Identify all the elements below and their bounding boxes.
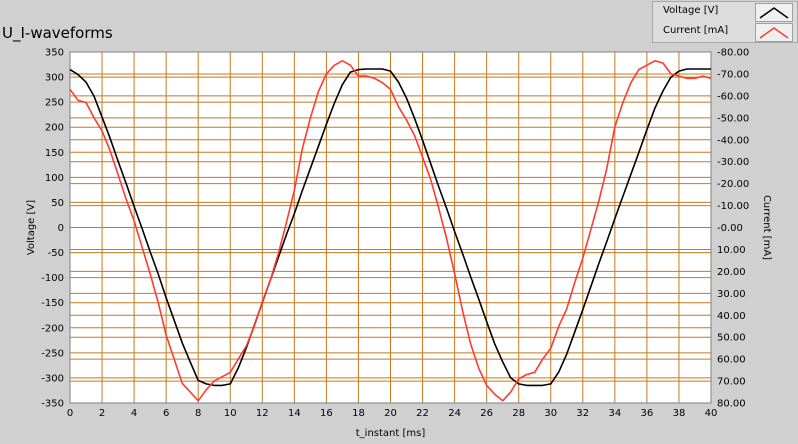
y-tick-label-right: 10.00 — [717, 245, 746, 256]
y-tick-label-right: 20.00 — [717, 267, 746, 278]
y-tick-label-right: -80.00 — [717, 48, 749, 59]
y-tick-label-left: 100 — [45, 173, 64, 184]
y-tick-label-right: 70.00 — [717, 377, 746, 388]
x-tick-label: 38 — [673, 408, 686, 419]
legend-swatch-voltage[interactable] — [755, 3, 793, 22]
y-tick-label-left: 250 — [45, 98, 64, 109]
x-tick-label: 34 — [608, 408, 621, 419]
x-tick-label: 28 — [512, 408, 525, 419]
y-tick-label-right: 60.00 — [717, 355, 746, 366]
x-tick-label: 20 — [384, 408, 397, 419]
y-tick-label-left: 0 — [58, 223, 64, 234]
y-tick-label-left: -100 — [41, 273, 64, 284]
y-tick-label-right: 40.00 — [717, 311, 746, 322]
y-tick-label-right: 50.00 — [717, 333, 746, 344]
x-tick-label: 26 — [480, 408, 493, 419]
y-tick-label-right: -0.00 — [717, 223, 743, 234]
y-tick-label-left: -150 — [41, 298, 64, 309]
legend-swatch-current[interactable] — [755, 23, 793, 42]
legend-item-voltage[interactable]: Voltage [V] — [653, 2, 797, 22]
x-tick-label: 4 — [131, 408, 137, 419]
y-tick-label-left: 150 — [45, 148, 64, 159]
y-tick-label-left: -350 — [41, 399, 64, 410]
y-tick-label-right: -50.00 — [717, 113, 749, 124]
legend-label-voltage: Voltage [V] — [663, 5, 719, 16]
y-tick-label-left: 200 — [45, 123, 64, 134]
chart-title: U_I-waveforms — [2, 24, 113, 42]
y-tick-label-right: -60.00 — [717, 91, 749, 102]
y-tick-label-left: -200 — [41, 323, 64, 334]
legend-item-current[interactable]: Current [mA] — [653, 22, 797, 42]
x-tick-label: 18 — [352, 408, 365, 419]
x-tick-label: 30 — [544, 408, 557, 419]
plot-frame — [69, 51, 712, 404]
legend-label-current: Current [mA] — [663, 25, 729, 36]
y-axis-title-right: Current [mA] — [761, 195, 772, 260]
legend-line-icon — [759, 7, 789, 19]
legend-line-icon — [759, 27, 789, 39]
series-line-voltage — [69, 68, 711, 387]
y-tick-label-right: -20.00 — [717, 179, 749, 190]
y-tick-label-left: -300 — [41, 373, 64, 384]
x-tick-label: 14 — [288, 408, 301, 419]
y-tick-label-left: -50 — [48, 248, 64, 259]
x-tick-label: 12 — [256, 408, 269, 419]
x-tick-label: 16 — [320, 408, 333, 419]
x-tick-label: 0 — [67, 408, 73, 419]
y-tick-label-left: 50 — [51, 198, 64, 209]
y-tick-label-right: 30.00 — [717, 289, 746, 300]
x-tick-label: 40 — [705, 408, 718, 419]
x-tick-label: 2 — [99, 408, 105, 419]
x-tick-label: 32 — [576, 408, 589, 419]
y-axis-title-left: Voltage [V] — [26, 200, 37, 255]
y-tick-label-right: 80.00 — [717, 399, 746, 410]
series-line-current — [69, 59, 712, 402]
x-tick-label: 22 — [416, 408, 429, 419]
x-tick-label: 6 — [163, 408, 169, 419]
x-tick-label: 36 — [641, 408, 654, 419]
x-tick-label: 8 — [195, 408, 201, 419]
y-tick-label-right: -40.00 — [717, 135, 749, 146]
x-axis-title: t_instant [ms] — [356, 428, 426, 439]
y-tick-label-right: -30.00 — [717, 157, 749, 168]
y-tick-label-right: -10.00 — [717, 201, 749, 212]
y-tick-label-left: 350 — [45, 48, 64, 59]
y-tick-label-left: -250 — [41, 348, 64, 359]
x-tick-label: 24 — [448, 408, 461, 419]
x-tick-label: 10 — [224, 408, 237, 419]
y-tick-label-left: 300 — [45, 73, 64, 84]
y-tick-label-right: -70.00 — [717, 69, 749, 80]
